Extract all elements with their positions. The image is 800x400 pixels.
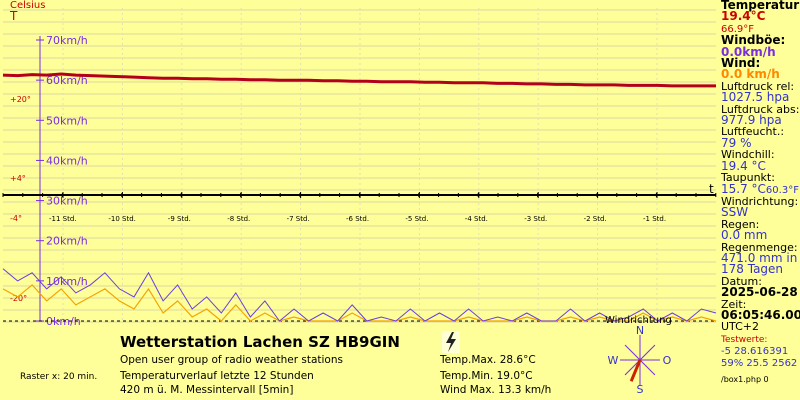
temp-min: Temp.Min. 19.0°C [440,370,533,382]
compass-o: O [663,354,672,367]
time-gridlines [62,8,658,321]
station-subtitle: Open user group of radio weather station… [120,354,343,366]
rain-label: Regen: [721,217,760,231]
readings-sidebar: Temperatur: 19.4°C 66.9°F Windböe: 0.0km… [721,0,800,386]
time-label: Zeit: [721,297,747,311]
time-tick-label: -5 Std. [405,215,428,223]
compass-n: N [636,325,644,337]
time-axis-label: t [709,182,714,196]
humidity-value: 79 % [721,135,752,150]
temp-label: Temperatur: [721,0,800,12]
dewpoint-reading: 15.7 °C60.3°F [721,181,800,196]
station-altitude: 420 m ü. M. Messintervall [5min] [120,384,294,396]
unit-name: Celsius [10,0,46,11]
time-tick-label: -11 Std. [49,215,77,223]
series-group [2,72,717,322]
test-line-1: -5 28.616391 [721,346,789,358]
date-value: 2025-06-28 [721,285,798,300]
gust-label: Windböe: [721,33,786,48]
series-wind [2,284,717,322]
windchill-value: 19.4 °C [721,158,766,173]
wind-max: Wind Max. 13.3 km/h [440,384,552,396]
direction-value: SSW [721,205,749,220]
pressure-abs-label: Luftdruck abs: [721,102,800,116]
utc-value: UTC+2 [721,320,760,334]
gust-value: 0.0km/h [721,44,776,59]
speed-tick-label: 30km/h [46,195,88,208]
temp-f: 66.9°F [721,23,755,35]
php-source: /box1.php 0 [721,375,769,385]
time-axis: -11 Std. -10 Std. -9 Std. -8 Std. -7 Std. -6 … [2,182,717,322]
test-line-2: 59% 25.5 2562 [721,358,798,370]
compass-w: W [608,354,619,367]
temp-reading: 19.4°C 66.9°F [721,9,800,35]
speed-tick-label: 10km/h [46,275,88,288]
rain-total-label: Regenmenge: [721,240,798,254]
speed-axis: 70km/h 60km/h 50km/h 40km/h 30km/h 20km/h 10km… [36,34,88,328]
series-temperature [2,72,716,88]
rain-value: 0.0 mm [721,228,768,243]
humidity-label: Luftfeucht.: [721,125,785,139]
time-tick-label: -8 Std. [227,215,250,223]
horizontal-gridlines [3,9,716,323]
date-label: Datum: [721,274,762,288]
direction-label: Windrichtung: [721,194,799,208]
compass-s: S [637,383,644,395]
temp-value: 19.4°C [721,9,766,24]
temperature-unit: Celsius T [10,0,45,22]
temperature-axis: +20° +4° -4° -20° [10,95,31,303]
unit-symbol: T [10,9,18,23]
dewpoint-label: Taupunkt: [721,171,775,185]
temp-tick-label: +20° [10,95,31,104]
rain-total-days: 178 Tagen [721,262,784,277]
time-tick-label: -3 Std. [524,215,547,223]
series-wind-gust [2,268,717,322]
weather-chart: 70km/h 60km/h 50km/h 40km/h 30km/h 20km/h 10km… [2,8,717,328]
test-label: Testwerte: [721,334,768,345]
dewpoint-f: 60.3°F [765,184,799,196]
time-tick-label: -4 Std. [465,215,488,223]
wind-value: 0.0 km/h [721,67,780,82]
time-tick-label: -10 Std. [108,215,136,223]
rain-total-value: 471.0 mm in [721,250,798,265]
speed-tick-label: 60km/h [46,74,88,87]
station-history: Temperaturverlauf letzte 12 Stunden [120,370,314,382]
pressure-rel-value: 1027.5 hpa [721,90,790,105]
station-title: Wetterstation Lachen SZ HB9GIN [120,333,400,351]
time-tick-label: -6 Std. [346,215,369,223]
speed-tick-label: 40km/h [46,154,88,167]
wind-label: Wind: [721,56,761,71]
temp-tick-label: -20° [10,294,27,303]
time-tick-label: -7 Std. [287,215,310,223]
compass-needle [629,359,642,382]
time-value: 06:05:46.000 [721,307,800,322]
speed-tick-label: 50km/h [46,114,88,127]
compass-label: Windrichtung [605,315,672,326]
temp-tick-label: +4° [10,174,26,183]
dewpoint-value: 15.7 °C [721,181,766,196]
temp-max: Temp.Max. 28.6°C [440,354,536,366]
time-tick-label: -9 Std. [168,215,191,223]
raster-note: Raster x: 20 min. [20,372,98,382]
wind-compass: N S W O [608,325,672,395]
time-tick-label: -2 Std. [584,215,607,223]
speed-tick-label: 70km/h [46,34,88,47]
lightning-icon [442,331,460,353]
windchill-label: Windchill: [721,148,775,162]
pressure-rel-label: Luftdruck rel: [721,79,795,93]
time-tick-label: -1 Std. [643,215,666,223]
speed-tick-label: 20km/h [46,235,88,248]
temp-tick-label: -4° [10,214,22,223]
pressure-abs-value: 977.9 hpa [721,113,782,128]
